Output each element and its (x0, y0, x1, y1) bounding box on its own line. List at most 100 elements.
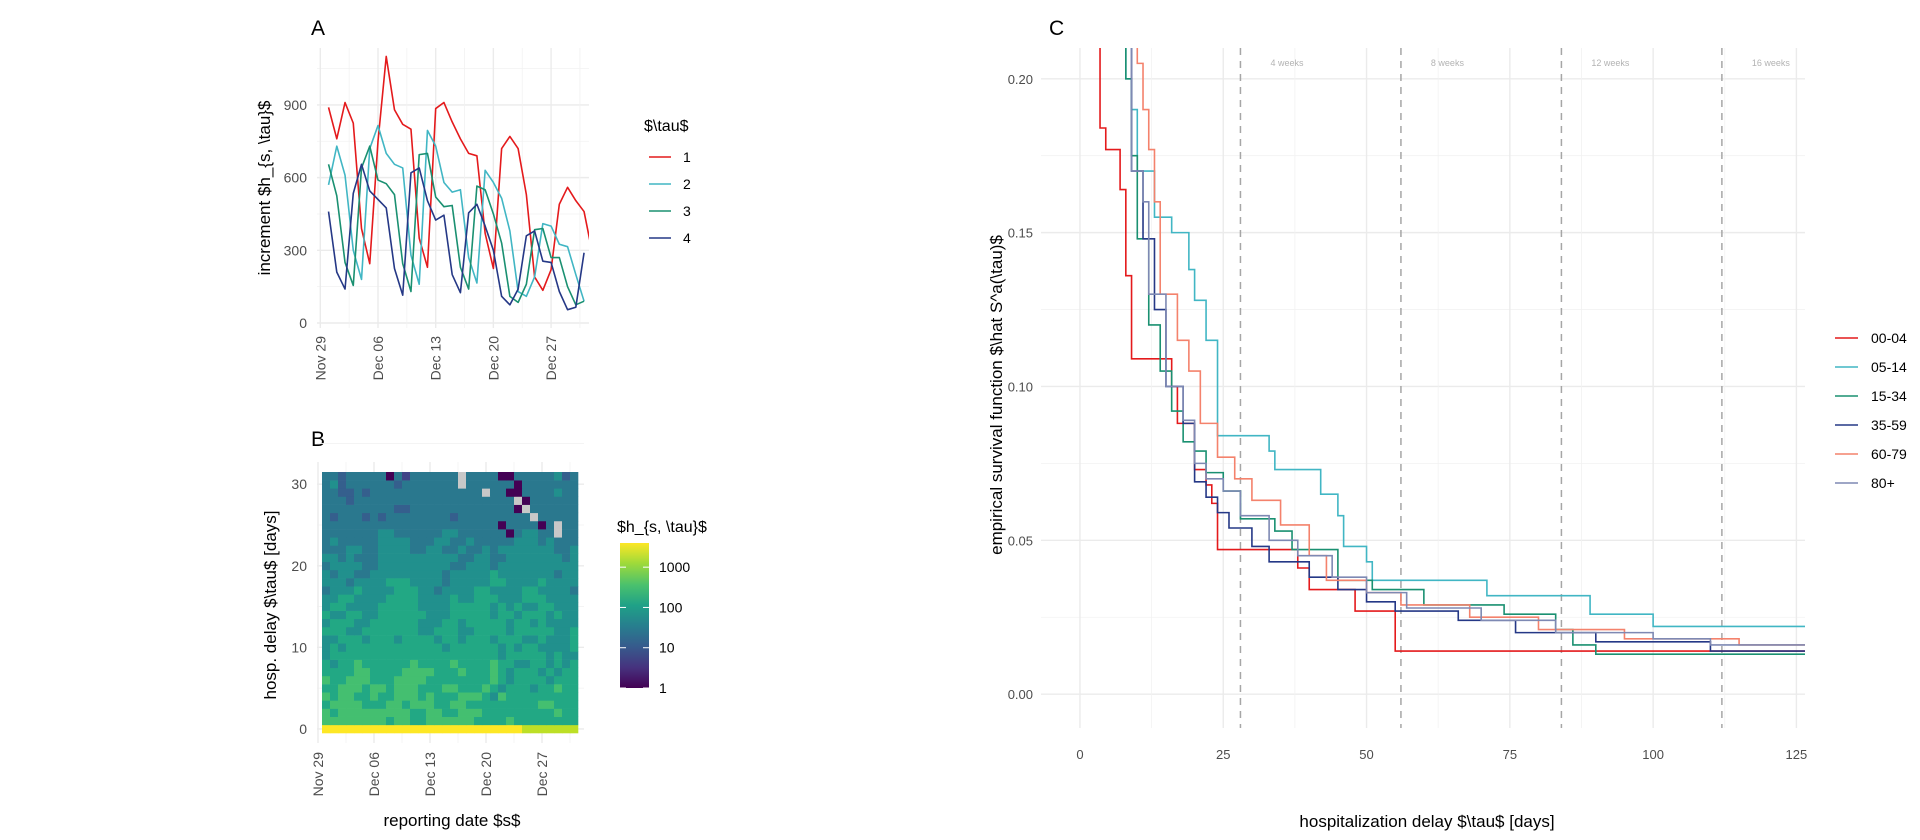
heatmap-cell (482, 643, 491, 652)
heatmap-cell (530, 675, 539, 685)
heatmap-cell (570, 667, 579, 677)
heatmap-cell (322, 635, 331, 644)
heatmap-cell (434, 529, 443, 538)
heatmap-cell (514, 512, 523, 522)
heatmap-cell (458, 643, 467, 652)
heatmap-cell (346, 594, 355, 603)
heatmap-cell (354, 569, 363, 579)
heatmap-cell (346, 675, 355, 685)
heatmap-cell (474, 504, 483, 514)
heatmap-cell (538, 700, 547, 709)
heatmap-cell (498, 610, 507, 620)
heatmap-cell (506, 610, 515, 620)
heatmap-cell (514, 684, 523, 693)
heatmap-cell (402, 724, 411, 734)
heatmap-cell (538, 472, 547, 481)
heatmap-cell (378, 667, 387, 677)
series-line-tau-3 (327, 145, 585, 306)
heatmap-cell (338, 569, 347, 579)
heatmap-cell (538, 569, 547, 579)
heatmap-cell (450, 700, 459, 709)
heatmap-cell (466, 488, 475, 497)
heatmap-cell (562, 586, 571, 595)
heatmap-cell (514, 545, 523, 554)
heatmap-cell (506, 496, 515, 505)
legend-label: 3 (683, 203, 691, 219)
heatmap-cell (330, 586, 339, 595)
heatmap-cell (538, 561, 547, 571)
heatmap-cell (386, 537, 395, 546)
heatmap-cell (426, 553, 435, 563)
heatmap-cell (458, 724, 467, 734)
heatmap-cell (346, 618, 355, 628)
heatmap-cell (370, 602, 379, 611)
heatmap-cell (338, 675, 347, 685)
heatmap-cell (570, 512, 579, 522)
heatmap-cell (530, 586, 539, 595)
heatmap-cell (322, 545, 331, 554)
heatmap-cell (490, 480, 499, 489)
heatmap-cell (554, 561, 563, 571)
heatmap-cell (498, 545, 507, 554)
heatmap-cell (330, 708, 339, 717)
heatmap-cell (394, 700, 403, 709)
panel-b-heatmap-cells (322, 472, 579, 734)
heatmap-cell (458, 667, 467, 677)
heatmap-cell (514, 692, 523, 701)
heatmap-cell (514, 480, 523, 489)
heatmap-cell (474, 692, 483, 701)
heatmap-cell (562, 716, 571, 726)
heatmap-cell (554, 659, 563, 669)
heatmap-cell (522, 626, 531, 636)
heatmap-cell (370, 561, 379, 571)
heatmap-cell (466, 651, 475, 660)
heatmap-cell (354, 480, 363, 489)
heatmap-cell (554, 512, 563, 522)
heatmap-cell (346, 578, 355, 587)
heatmap-cell (434, 692, 443, 701)
legend-label: 4 (683, 230, 691, 246)
heatmap-cell (522, 569, 531, 579)
heatmap-cell (506, 643, 515, 652)
heatmap-cell (482, 504, 491, 514)
heatmap-cell (458, 651, 467, 660)
heatmap-cell (354, 643, 363, 652)
heatmap-cell (562, 537, 571, 546)
heatmap-cell (346, 700, 355, 709)
heatmap-cell (394, 692, 403, 701)
heatmap-cell (554, 472, 563, 481)
heatmap-cell (554, 667, 563, 677)
heatmap-cell (386, 553, 395, 563)
heatmap-cell (522, 586, 531, 595)
heatmap-cell (426, 496, 435, 505)
heatmap-cell (474, 561, 483, 571)
heatmap-cell (322, 480, 331, 489)
heatmap-cell (394, 480, 403, 489)
heatmap-cell (466, 529, 475, 538)
heatmap-cell (362, 684, 371, 693)
legend-label: 1 (683, 149, 691, 165)
heatmap-cell (458, 520, 467, 530)
heatmap-cell (354, 488, 363, 497)
heatmap-cell (402, 708, 411, 717)
heatmap-cell (442, 496, 451, 505)
heatmap-cell (498, 651, 507, 660)
heatmap-cell (354, 635, 363, 644)
heatmap-cell (562, 626, 571, 636)
heatmap-cell (466, 578, 475, 587)
heatmap-cell (538, 675, 547, 685)
y-tick-label: 300 (284, 242, 308, 258)
heatmap-cell (466, 692, 475, 701)
heatmap-cell (482, 553, 491, 563)
heatmap-cell (538, 602, 547, 611)
heatmap-cell (474, 643, 483, 652)
heatmap-cell (394, 553, 403, 563)
heatmap-cell (450, 675, 459, 685)
heatmap-cell (450, 618, 459, 628)
heatmap-cell (490, 643, 499, 652)
heatmap-cell (394, 561, 403, 571)
heatmap-cell (322, 586, 331, 595)
heatmap-cell (330, 504, 339, 514)
heatmap-cell (458, 635, 467, 644)
heatmap-cell (322, 708, 331, 717)
